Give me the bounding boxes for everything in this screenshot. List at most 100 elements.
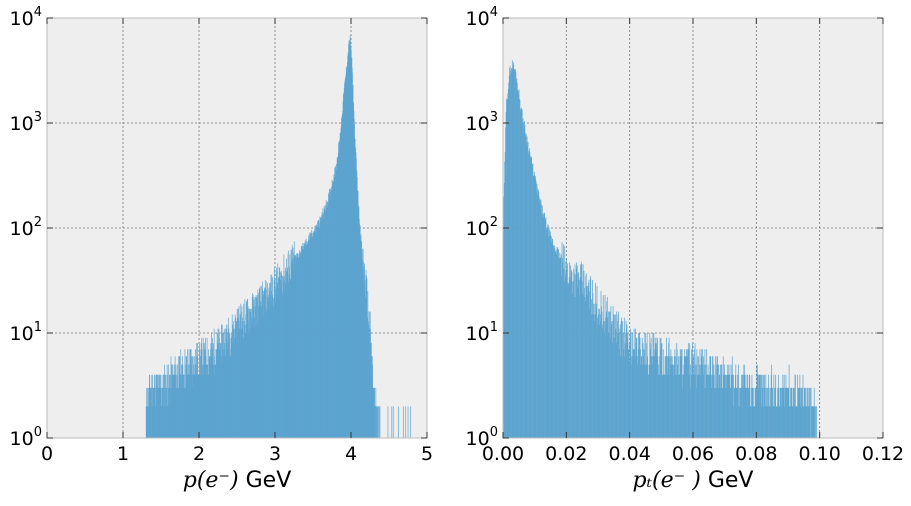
histogram-bar bbox=[510, 70, 511, 438]
histogram-bar bbox=[623, 349, 625, 438]
histogram-bar bbox=[645, 364, 647, 438]
histogram-bar bbox=[521, 109, 523, 438]
histogram-bar bbox=[691, 349, 692, 438]
histogram-bar bbox=[697, 374, 699, 438]
histogram-bar bbox=[743, 364, 745, 438]
histogram-bar bbox=[622, 321, 623, 438]
y-tick-label: 102 bbox=[10, 215, 42, 240]
histogram-bar bbox=[743, 387, 744, 438]
histogram-bar bbox=[573, 268, 575, 438]
histogram-bar bbox=[742, 374, 744, 438]
histogram-bar bbox=[707, 364, 709, 438]
histogram-bar bbox=[691, 374, 693, 438]
histogram-bar bbox=[516, 83, 518, 438]
histogram-bar bbox=[747, 387, 749, 438]
histogram-bar bbox=[742, 387, 743, 438]
histogram-bar bbox=[519, 99, 520, 438]
histogram-bar bbox=[614, 314, 616, 438]
histogram-bar bbox=[778, 387, 780, 438]
histogram-bar bbox=[535, 176, 536, 438]
histogram-bar bbox=[748, 387, 750, 438]
histogram-bar bbox=[804, 406, 806, 438]
histogram-bar bbox=[588, 282, 589, 438]
histogram-bar bbox=[719, 374, 721, 438]
histogram-bar bbox=[553, 245, 554, 438]
histogram-bar bbox=[623, 333, 624, 438]
histogram-bar bbox=[687, 356, 689, 438]
histogram-bar bbox=[525, 136, 527, 438]
histogram-bar bbox=[808, 387, 810, 438]
x-tick-label: 2 bbox=[193, 443, 205, 465]
histogram-bar bbox=[505, 127, 506, 438]
histogram-bar bbox=[375, 406, 377, 438]
histogram-bar bbox=[786, 387, 788, 438]
histogram-bar bbox=[507, 93, 509, 439]
histogram-bar bbox=[746, 374, 748, 438]
histogram-bar bbox=[674, 349, 676, 438]
histogram-bar bbox=[730, 374, 732, 438]
histogram-bar bbox=[676, 343, 678, 438]
histogram-bar bbox=[608, 311, 609, 438]
histogram-bar bbox=[701, 356, 703, 438]
histogram-bar bbox=[747, 374, 748, 438]
histogram-bar bbox=[644, 364, 645, 438]
histogram-bar bbox=[515, 81, 517, 439]
histogram-bar bbox=[618, 333, 620, 438]
histogram-bar bbox=[605, 317, 606, 438]
histogram-bar bbox=[773, 406, 774, 438]
histogram-bar bbox=[689, 387, 691, 438]
histogram-bar bbox=[555, 254, 557, 438]
histogram-bar bbox=[589, 308, 591, 438]
histogram-bar bbox=[557, 250, 559, 438]
histogram-bar bbox=[788, 387, 790, 438]
histogram-bar bbox=[795, 374, 796, 438]
histogram-bar bbox=[559, 257, 561, 438]
histogram-bar bbox=[564, 261, 566, 438]
histogram-bar bbox=[749, 406, 751, 438]
histogram-bar bbox=[760, 387, 761, 438]
histogram-bar bbox=[521, 108, 523, 438]
histogram-bar bbox=[747, 387, 749, 438]
histogram-bar bbox=[537, 194, 539, 438]
histogram-bar bbox=[668, 337, 670, 438]
histogram-bar bbox=[603, 321, 605, 438]
histogram-bar bbox=[784, 406, 786, 438]
histogram-bar bbox=[582, 264, 584, 438]
histogram-bar bbox=[711, 387, 713, 438]
histogram-bar bbox=[745, 387, 747, 438]
histogram-bar bbox=[562, 257, 563, 438]
histogram-bar bbox=[774, 406, 776, 438]
histogram-bar bbox=[378, 406, 380, 438]
histogram-bar bbox=[799, 374, 801, 438]
histogram-bar bbox=[805, 406, 807, 438]
histogram-bar bbox=[615, 328, 617, 438]
histogram-bar bbox=[809, 387, 811, 438]
histogram-bar bbox=[574, 273, 575, 438]
histogram-bar bbox=[534, 179, 536, 438]
histogram-bar bbox=[509, 67, 511, 439]
histogram-bar bbox=[611, 324, 613, 438]
transverse-momentum-histogram-panel: 0.00 0.02 0.04 0.06 0.08 0.10 0.12 10010110210… bbox=[466, 5, 905, 493]
histogram-bar bbox=[740, 387, 742, 438]
x-tick-labels: 0 1 2 3 4 5 bbox=[41, 443, 433, 465]
histogram-bar bbox=[652, 356, 653, 438]
histogram-bar bbox=[772, 406, 774, 438]
histogram-bar bbox=[745, 387, 747, 438]
x-tick-labels: 0.00 0.02 0.04 0.06 0.08 0.10 0.12 bbox=[482, 443, 904, 465]
histogram-bar bbox=[565, 272, 567, 438]
histogram-bar bbox=[794, 374, 796, 438]
histogram-bar bbox=[670, 349, 672, 438]
histogram-bar bbox=[776, 406, 778, 438]
histogram-bar bbox=[530, 157, 532, 438]
histogram-bar bbox=[520, 108, 521, 438]
histogram-bar bbox=[714, 387, 716, 438]
histogram-bar bbox=[511, 60, 513, 438]
histogram-bar bbox=[531, 156, 532, 439]
histogram-bar bbox=[769, 387, 771, 438]
histogram-bar bbox=[770, 374, 772, 438]
histogram-bar bbox=[741, 374, 743, 438]
momentum-histogram-panel: 0 1 2 3 4 5 100 101 102 103 104 p(e⁻) GeV bbox=[10, 5, 434, 493]
histogram-bar bbox=[767, 387, 768, 438]
histogram-bar bbox=[767, 387, 769, 438]
histogram-bar bbox=[653, 349, 655, 438]
